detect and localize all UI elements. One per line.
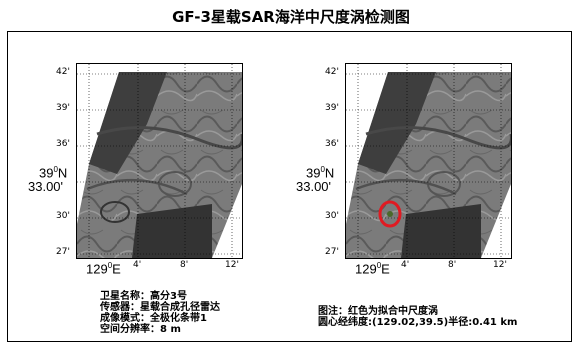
- lon-tick-left-0: 4': [133, 260, 142, 270]
- lon-tick-right-2: 12': [493, 260, 507, 270]
- lon-tick-right-0: 4': [401, 260, 410, 270]
- eddy-center: 圆心经纬度:(129.02,39.5)半径:0.41 km: [318, 317, 518, 328]
- lat-tick-right-1: 39': [325, 103, 339, 113]
- sar-map-left: [76, 63, 243, 259]
- lon-tick-left-1: 8': [180, 260, 189, 270]
- sar-map-right: [345, 63, 512, 259]
- lat-tick-left-2: 36': [56, 139, 70, 149]
- lat-tick-right-5: 27': [325, 247, 339, 257]
- lat-tick-right-4: 30': [325, 211, 339, 221]
- eddy-marker: [378, 200, 402, 228]
- satellite-name: 卫星名称：高分3号: [100, 291, 187, 302]
- lat-main-right: 390N: [306, 165, 335, 181]
- imaging-mode: 成像模式：全极化条带1: [100, 313, 207, 324]
- lon-tick-right-1: 8': [448, 260, 457, 270]
- lon-main-left: 1290E: [86, 261, 121, 277]
- page-title: GF-3星载SAR海洋中尺度涡检测图: [172, 8, 410, 26]
- lat-tick-right-0: 42': [325, 67, 339, 77]
- lat-tick-left-3: 33.00': [28, 179, 64, 194]
- sar-image-right: [346, 64, 511, 258]
- sar-image-left: [77, 64, 242, 258]
- lat-tick-left-5: 27': [56, 247, 70, 257]
- spatial-resolution: 空间分辨率：8 m: [100, 324, 181, 335]
- legend-note: 图注：红色为拟合中尺度涡: [318, 306, 438, 317]
- lat-main-left: 390N: [39, 165, 68, 181]
- sensor-info: 卫星名称：高分3号 传感器：星载合成孔径雷达 成像模式：全极化条带1 空间分辨率…: [100, 291, 220, 335]
- legend-info: 图注：红色为拟合中尺度涡 圆心经纬度:(129.02,39.5)半径:0.41 …: [318, 306, 517, 328]
- lat-tick-left-0: 42': [56, 67, 70, 77]
- lat-tick-left-4: 30': [56, 211, 70, 221]
- sensor-type: 传感器：星载合成孔径雷达: [100, 302, 220, 313]
- lat-tick-right-3: 33.00': [296, 179, 332, 194]
- lat-tick-left-1: 39': [56, 103, 70, 113]
- figure-frame: [7, 31, 572, 342]
- lat-tick-right-2: 36': [325, 139, 339, 149]
- lon-main-right: 1290E: [355, 261, 390, 277]
- lon-tick-left-2: 12': [225, 260, 239, 270]
